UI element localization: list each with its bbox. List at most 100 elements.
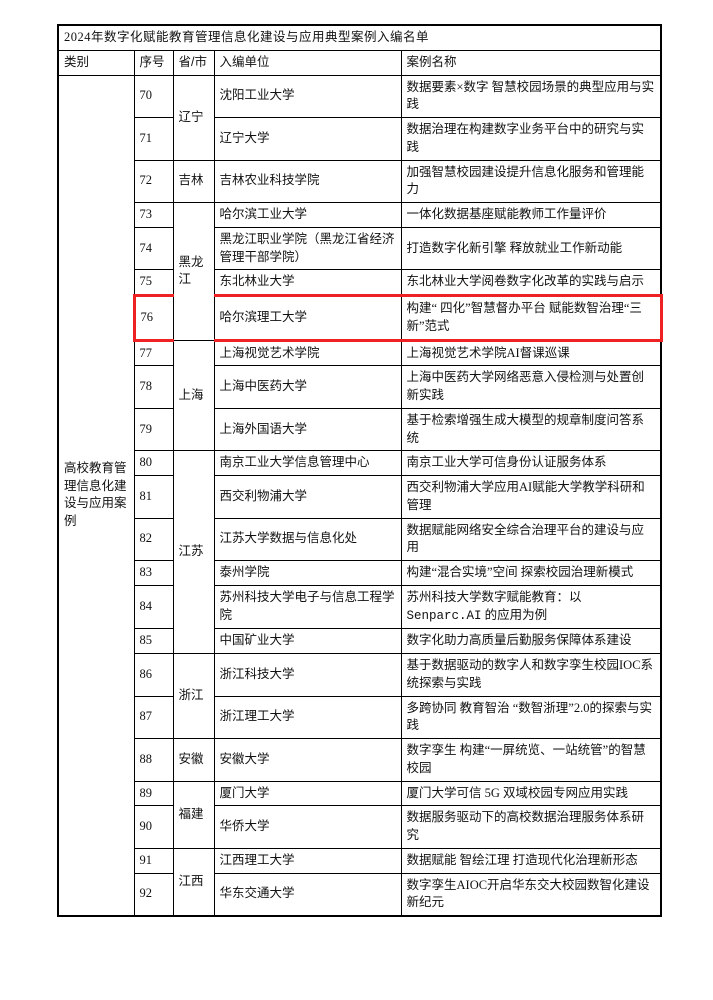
province-cell: 江苏 — [172, 450, 215, 654]
case-name-cell: 基于检索增强生成大模型的规章制度问答系统 — [400, 407, 662, 452]
case-name-cell: 多跨协同 教育智治 “数智浙理”2.0的探索与实践 — [400, 695, 662, 739]
province-cell: 浙江 — [172, 653, 215, 739]
row-number: 83 — [133, 560, 174, 586]
row-number: 72 — [133, 159, 174, 203]
unit-cell: 吉林农业科技学院 — [213, 159, 402, 203]
table-body: 2024年数字化赋能教育管理信息化建设与应用典型案例入编名单 类别 序号 省/市 入编单… — [57, 24, 663, 917]
table-row[interactable]: 85 中国矿业大学 数字化助力高质量后勤服务保障体系建设 — [58, 628, 662, 654]
row-number: 85 — [133, 628, 174, 654]
case-name-cell: 东北林业大学阅卷数字化改革的实践与启示 — [400, 269, 662, 296]
table-row[interactable]: 79 上海外国语大学 基于检索增强生成大模型的规章制度问答系统 — [58, 407, 662, 452]
province-cell: 上海 — [172, 339, 215, 452]
case-name-cell: 打造数字化新引擎 释放就业工作新动能 — [400, 226, 662, 271]
unit-cell: 浙江理工大学 — [213, 695, 402, 739]
case-name-cell: 苏州科技大学数字赋能教育：以 Senparc.AI 的应用为例 — [400, 584, 662, 630]
table-row[interactable]: 88 安徽 安徽大学 数字孪生 构建“一屏统览、一站统管”的智慧校园 — [58, 738, 662, 782]
unit-cell: 西交利物浦大学 — [213, 475, 402, 519]
unit-cell: 华侨大学 — [213, 805, 402, 849]
table-row[interactable]: 87 浙江理工大学 多跨协同 教育智治 “数智浙理”2.0的探索与实践 — [58, 695, 662, 739]
row-number: 71 — [133, 117, 174, 161]
row-number: 76 — [132, 294, 174, 342]
table-row[interactable]: 86 浙江 浙江科技大学 基于数据驱动的数字人和数字孪生校园IOC系统探索与实践 — [58, 653, 662, 739]
province-cell: 江西 — [172, 847, 215, 917]
unit-cell: 苏州科技大学电子与信息工程学院 — [213, 584, 402, 630]
unit-cell: 浙江科技大学 — [213, 653, 402, 697]
case-name-cell: 数字化助力高质量后勤服务保障体系建设 — [400, 628, 662, 654]
row-number: 80 — [133, 450, 174, 476]
row-number: 90 — [133, 805, 174, 849]
row-number: 82 — [133, 517, 174, 561]
case-name-cell: 加强智慧校园建设提升信息化服务和管理能力 — [400, 159, 662, 203]
table-row[interactable]: 92 华东交通大学 数字孪生AIOC开启华东交大校园数智化建设新纪元 — [58, 872, 662, 917]
table-row[interactable]: 81 西交利物浦大学 西交利物浦大学应用AI赋能大学教学科研和管理 — [58, 475, 662, 519]
table-row[interactable]: 83 泰州学院 构建“混合实境”空间 探索校园治理新模式 — [58, 560, 662, 586]
unit-cell: 南京工业大学信息管理中心 — [213, 450, 402, 476]
province-cell: 吉林 — [172, 159, 215, 203]
unit-cell: 华东交通大学 — [213, 872, 402, 917]
case-name-cell: 南京工业大学可信身份认证服务体系 — [400, 450, 662, 476]
table-row[interactable]: 75 东北林业大学 东北林业大学阅卷数字化改革的实践与启示 — [58, 269, 662, 296]
column-header-case-name: 案例名称 — [400, 49, 662, 76]
column-header-province: 省/市 — [172, 49, 215, 76]
unit-cell: 东北林业大学 — [213, 269, 402, 296]
case-name-cell: 构建“ 四化”智慧督办平台 赋能数智治理“三新”范式 — [400, 294, 663, 342]
case-name-cell: 构建“混合实境”空间 探索校园治理新模式 — [400, 560, 662, 586]
case-name-mono-text: Senparc.AI — [406, 608, 482, 623]
row-number: 77 — [133, 339, 174, 367]
table-row[interactable]: 71 辽宁大学 数据治理在构建数字业务平台中的研究与实践 — [58, 117, 662, 161]
row-number: 81 — [133, 475, 174, 519]
table-row[interactable]: 90 华侨大学 数据服务驱动下的高校数据治理服务体系研究 — [58, 805, 662, 849]
unit-cell: 辽宁大学 — [213, 117, 402, 161]
unit-cell: 黑龙江职业学院（黑龙江省经济管理干部学院） — [213, 226, 402, 271]
row-number: 79 — [133, 407, 174, 452]
unit-cell: 上海视觉艺术学院 — [213, 339, 402, 367]
table-row[interactable]: 72 吉林 吉林农业科技学院 加强智慧校园建设提升信息化服务和管理能力 — [58, 159, 662, 203]
table-row[interactable]: 89 福建 厦门大学 厦门大学可信 5G 双域校园专网应用实践 — [58, 780, 662, 849]
unit-cell: 江苏大学数据与信息化处 — [213, 517, 402, 561]
unit-cell: 沈阳工业大学 — [213, 74, 402, 118]
table-row[interactable]: 73 黑龙江 哈尔滨工业大学 一体化数据基座赋能教师工作量评价 — [58, 202, 662, 341]
unit-cell: 厦门大学 — [213, 780, 402, 807]
unit-cell: 哈尔滨工业大学 — [213, 202, 402, 228]
unit-cell: 安徽大学 — [213, 738, 402, 782]
province-cell: 辽宁 — [172, 74, 215, 161]
row-number: 86 — [133, 653, 174, 697]
case-name-cell: 基于数据驱动的数字人和数字孪生校园IOC系统探索与实践 — [400, 653, 662, 697]
row-number: 70 — [133, 74, 174, 118]
case-name-cell: 厦门大学可信 5G 双域校园专网应用实践 — [400, 780, 662, 807]
case-listing-table: 2024年数字化赋能教育管理信息化建设与应用典型案例入编名单 类别 序号 省/市 入编单… — [57, 24, 663, 917]
table-row[interactable]: 80 江苏 南京工业大学信息管理中心 南京工业大学可信身份认证服务体系 — [58, 450, 662, 654]
row-number: 78 — [133, 365, 174, 409]
unit-cell: 哈尔滨理工大学 — [213, 294, 402, 342]
category-cell: 高校教育管理信息化建设与应用案例 — [57, 74, 135, 917]
table-header-row: 类别 序号 省/市 入编单位 案例名称 — [57, 49, 662, 76]
row-number: 92 — [133, 872, 174, 917]
case-name-cell: 上海中医药大学网络恶意入侵检测与处置创新实践 — [400, 365, 662, 409]
table-row[interactable]: 84 苏州科技大学电子与信息工程学院 苏州科技大学数字赋能教育：以 Senparc.… — [58, 584, 662, 630]
row-number: 74 — [133, 226, 174, 271]
unit-cell: 江西理工大学 — [213, 847, 402, 874]
table-row[interactable]: 82 江苏大学数据与信息化处 数据赋能网络安全综合治理平台的建设与应用 — [58, 517, 662, 561]
unit-cell: 泰州学院 — [213, 560, 402, 586]
document-title: 2024年数字化赋能教育管理信息化建设与应用典型案例入编名单 — [57, 24, 662, 51]
table-row[interactable]: 77 上海 上海视觉艺术学院 上海视觉艺术学院AI督课巡课 — [58, 339, 662, 452]
case-name-cell: 数字孪生 构建“一屏统览、一站统管”的智慧校园 — [400, 738, 662, 782]
case-name-cell: 数字孪生AIOC开启华东交大校园数智化建设新纪元 — [400, 872, 662, 917]
province-cell: 黑龙江 — [172, 202, 215, 341]
column-header-unit: 入编单位 — [213, 49, 402, 76]
table-row[interactable]: 78 上海中医药大学 上海中医药大学网络恶意入侵检测与处置创新实践 — [58, 365, 662, 409]
case-name-cell: 数据赋能 智绘江理 打造现代化治理新形态 — [400, 847, 662, 874]
province-cell: 安徽 — [172, 738, 215, 782]
province-cell: 福建 — [172, 780, 215, 849]
table-container: 2024年数字化赋能教育管理信息化建设与应用典型案例入编名单 类别 序号 省/市 入编单… — [57, 24, 663, 917]
case-name-cell: 数据赋能网络安全综合治理平台的建设与应用 — [400, 517, 662, 561]
table-row[interactable]: 91 江西 江西理工大学 数据赋能 智绘江理 打造现代化治理新形态 — [58, 847, 662, 917]
row-number: 73 — [133, 202, 174, 228]
table-row[interactable]: 高校教育管理信息化建设与应用案例 70 辽宁 沈阳工业大学 数据要素×数字 智慧校园场景… — [57, 74, 662, 917]
table-row[interactable]: 74 黑龙江职业学院（黑龙江省经济管理干部学院） 打造数字化新引擎 释放就业工作新动… — [58, 226, 662, 271]
row-number: 91 — [133, 847, 174, 874]
column-header-category: 类别 — [57, 49, 135, 76]
unit-cell: 中国矿业大学 — [213, 628, 402, 654]
table-row[interactable]: 76 哈尔滨理工大学 构建“ 四化”智慧督办平台 赋能数智治理“三新”范式 — [58, 294, 663, 342]
